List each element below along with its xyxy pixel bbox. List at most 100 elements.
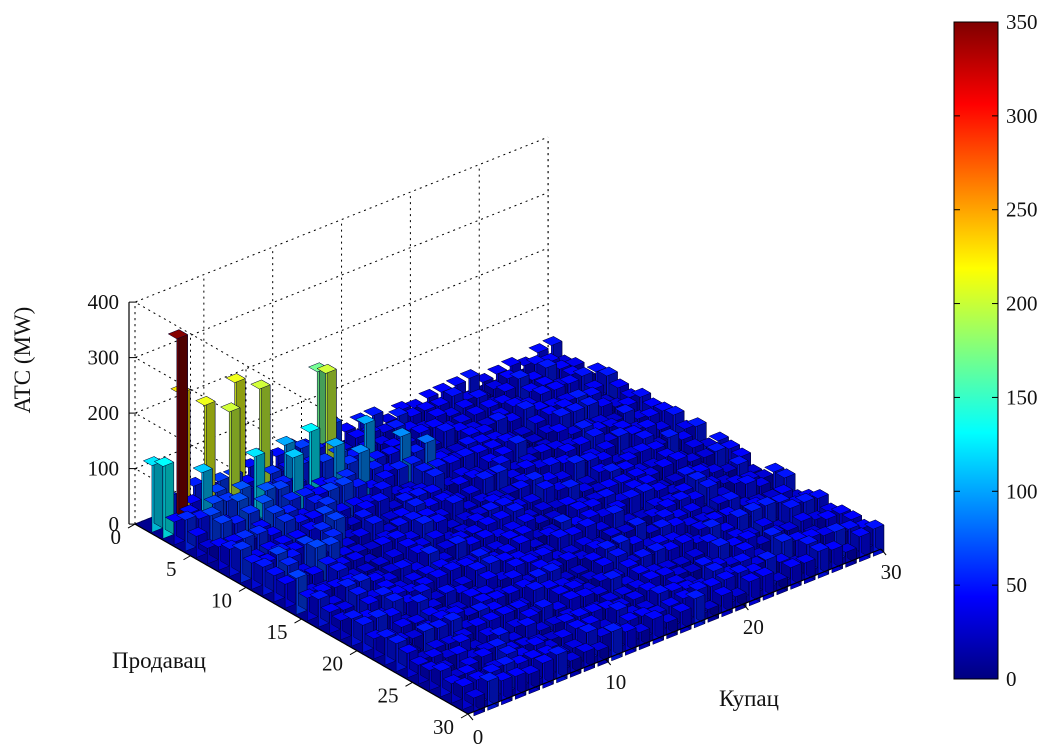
bar-top-face bbox=[192, 463, 213, 474]
bar-top-face bbox=[478, 398, 500, 409]
bar-top-face bbox=[451, 413, 472, 424]
bar-top-face bbox=[385, 419, 406, 429]
bar-top-face bbox=[469, 547, 490, 558]
bar-top-face bbox=[391, 559, 413, 569]
bar-top-face bbox=[608, 378, 630, 389]
bar-top-face bbox=[353, 615, 375, 626]
buyer-tick-label: 20 bbox=[743, 615, 764, 639]
buyer-axis-label: Купац bbox=[719, 686, 779, 711]
bar-top-face bbox=[195, 396, 216, 406]
buyer-axis-line bbox=[467, 548, 882, 715]
bar-top-face bbox=[477, 516, 498, 526]
bar-top-face bbox=[518, 553, 540, 563]
bar-top-face bbox=[435, 539, 457, 550]
bar-top-face bbox=[557, 551, 579, 562]
bar-top-face bbox=[422, 648, 444, 658]
bar-top-face bbox=[367, 608, 388, 619]
bar-top-face bbox=[609, 533, 631, 544]
bar-top-face bbox=[474, 529, 495, 539]
bar-top-face bbox=[742, 502, 763, 512]
bar-top-face bbox=[825, 522, 846, 533]
bar-top-face bbox=[355, 562, 377, 573]
bar-top-face bbox=[255, 481, 277, 492]
bar-top-face bbox=[664, 472, 686, 483]
bar-top-face bbox=[479, 501, 501, 512]
bar-top-face bbox=[686, 470, 708, 481]
bar-top-face bbox=[441, 561, 463, 572]
bar-top-face bbox=[317, 555, 338, 566]
seller-tick-mark bbox=[183, 555, 191, 561]
bar-top-face bbox=[231, 480, 252, 491]
bar-top-face bbox=[830, 504, 852, 515]
bar-top-face bbox=[506, 434, 528, 445]
bar-top-face bbox=[480, 611, 502, 622]
bar-top-face bbox=[709, 537, 730, 547]
bar-top-face bbox=[294, 487, 316, 497]
bar-top-face bbox=[534, 376, 555, 386]
colorbar-tick-label: 100 bbox=[1006, 479, 1038, 503]
bar-top-face bbox=[753, 517, 774, 527]
bar-top-face bbox=[573, 419, 594, 430]
colorbar-tick-label: 300 bbox=[1006, 104, 1038, 128]
bar-top-face bbox=[598, 478, 619, 489]
bar-top-face bbox=[250, 379, 271, 390]
bar-top-face bbox=[502, 569, 523, 580]
bar-top-face bbox=[322, 528, 344, 538]
bar-top-face bbox=[453, 677, 475, 688]
bar-top-face bbox=[426, 457, 448, 468]
bar-top-face bbox=[524, 580, 546, 591]
bar-top-face bbox=[574, 642, 596, 653]
bar-top-face bbox=[703, 511, 725, 521]
bar-top-face bbox=[474, 470, 495, 481]
bar-top-face bbox=[792, 512, 813, 522]
bar-top-face bbox=[580, 614, 601, 625]
bar-top-face bbox=[631, 442, 652, 453]
bar-top-face bbox=[443, 387, 464, 397]
bar-top-face bbox=[602, 622, 623, 633]
bar-top-face bbox=[428, 618, 449, 629]
bar-top-face bbox=[556, 442, 578, 453]
bar-top-face bbox=[533, 653, 554, 664]
bar-top-face bbox=[275, 574, 297, 585]
bar-top-face bbox=[700, 518, 722, 529]
bar-top-face bbox=[565, 454, 586, 465]
bar-top-face bbox=[316, 363, 337, 374]
bar-top-face bbox=[648, 534, 670, 544]
bar-top-face bbox=[560, 590, 582, 601]
bar bbox=[244, 447, 266, 525]
bar-top-face bbox=[458, 656, 480, 667]
bar-top-face bbox=[701, 577, 722, 587]
bar-top-face bbox=[604, 504, 625, 515]
bar-top-face bbox=[275, 435, 296, 446]
bar-top-face bbox=[584, 427, 605, 438]
bar-top-face bbox=[500, 357, 522, 367]
bar-top-face bbox=[426, 407, 448, 418]
bar bbox=[464, 688, 486, 717]
bar-top-face bbox=[472, 647, 494, 658]
bar-top-face bbox=[406, 614, 427, 624]
bar-top-face bbox=[454, 447, 476, 458]
bar bbox=[167, 329, 189, 534]
bar-top-face bbox=[633, 429, 655, 440]
bar-top-face bbox=[424, 529, 446, 540]
bar bbox=[298, 588, 319, 622]
bar-top-face bbox=[527, 568, 548, 578]
buyer-tick-mark bbox=[605, 658, 612, 666]
bar-top-face bbox=[636, 418, 658, 429]
bar-top-face bbox=[450, 633, 471, 643]
bar-top-face bbox=[416, 507, 437, 518]
bar-top-face bbox=[402, 454, 423, 465]
bar-top-face bbox=[472, 592, 493, 603]
bar-top-face bbox=[670, 491, 691, 501]
bar-top-face bbox=[286, 529, 308, 539]
bar-top-face bbox=[386, 529, 407, 540]
bar-top-face bbox=[526, 414, 547, 425]
bar-top-face bbox=[283, 448, 305, 459]
bar-top-face bbox=[704, 562, 725, 572]
seller-tick-label: 25 bbox=[378, 683, 399, 707]
bar-top-face bbox=[407, 487, 429, 497]
bar-top-face bbox=[414, 622, 435, 632]
bar-top-face bbox=[309, 590, 330, 600]
bar-top-face bbox=[153, 456, 175, 467]
